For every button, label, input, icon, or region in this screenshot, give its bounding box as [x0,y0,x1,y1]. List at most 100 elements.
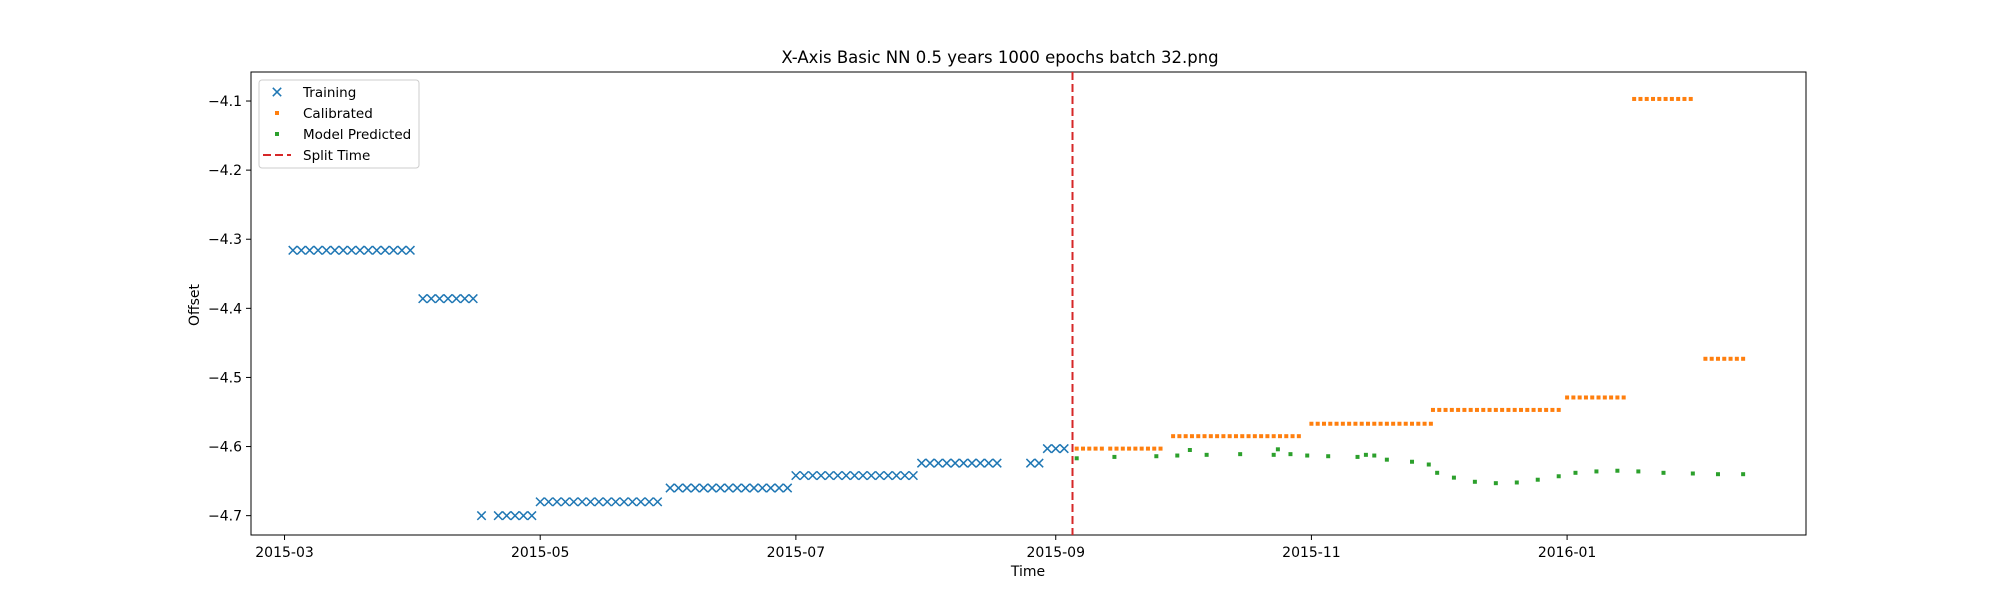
training-point [426,293,436,304]
x-marker-stroke [313,245,323,256]
calibrated-point [1531,407,1536,412]
calibrated-point [1158,446,1163,451]
calibrated-point [1410,421,1415,426]
x-marker-stroke [824,470,835,481]
calibrated-point [1321,421,1326,426]
y-axis-label: Offset [187,283,203,326]
calibrated-point [1621,395,1626,400]
x-marker-stroke [749,483,759,493]
training-point [975,458,986,468]
calibrated-point [1416,421,1421,426]
calibrated-point [1397,421,1402,426]
calibrated-point [1120,446,1125,451]
x-marker-stroke [330,245,340,256]
x-marker-stroke [682,483,692,493]
calibrated-point [1328,421,1333,426]
calibrated-point [1437,407,1442,412]
training-point [330,245,340,256]
calibrated-point [1277,434,1282,439]
training-point [602,497,612,507]
training-point [992,458,1002,468]
training-point [313,245,323,256]
predicted-point [1636,469,1641,474]
predicted-point [1451,475,1456,480]
calibrated-point [1074,446,1079,451]
calibrated-point [1208,434,1213,439]
x-marker-stroke [636,497,646,507]
calibrated-point [1353,421,1358,426]
calibrated-point [1474,407,1479,412]
predicted-point [1175,453,1180,458]
x-marker-stroke [535,497,545,507]
x-marker-stroke [388,245,399,256]
x-marker-stroke [527,510,537,521]
calibrated-point [1233,434,1238,439]
calibrated-point [1487,407,1492,412]
x-marker-stroke [891,470,902,481]
calibrated-point [1290,434,1295,439]
training-point [321,245,332,256]
calibrated-point [1556,407,1561,412]
predicted-point [1556,474,1561,479]
calibrated-point [1430,407,1435,412]
predicted-point [1363,452,1368,457]
legend-box [258,79,420,169]
x-marker-stroke [372,245,382,256]
x-marker-stroke [1034,458,1044,468]
calibrated-point [1506,407,1511,412]
x-marker-stroke [766,483,776,493]
training-point [883,470,893,481]
training-point [874,470,885,481]
calibrated-point [1550,407,1555,412]
series-model-predicted [1074,447,1746,486]
calibrated-point [1615,395,1620,400]
x-tick-label: 2015-05 [511,545,570,561]
calibrated-point [1265,434,1270,439]
x-marker-stroke [363,245,374,256]
calibrated-point [1462,407,1467,412]
training-point [908,470,918,481]
x-marker-stroke [380,245,390,256]
y-tick-label: −4.5 [208,370,242,386]
x-marker-stroke [958,458,969,468]
x-marker-stroke [849,470,860,481]
calibrated-point [1378,421,1383,426]
training-point [690,483,701,493]
calibrated-point [1657,96,1662,101]
calibrated-point [1590,395,1595,400]
y-tick-label: −4.1 [208,94,242,110]
training-point [451,293,462,304]
predicted-point [1238,452,1243,457]
calibrated-point [1651,96,1656,101]
training-point [942,458,952,468]
calibrated-point [1663,96,1668,101]
predicted-point [1326,454,1331,459]
calibrated-point [1384,421,1389,426]
x-marker-stroke [338,245,348,256]
legend-label: Calibrated [303,106,373,122]
calibrated-point [1080,446,1085,451]
calibrated-point [1703,356,1708,361]
x-marker-stroke [543,497,554,507]
calibrated-point [1493,407,1498,412]
x-marker-stroke [585,497,596,507]
series-training [288,245,1069,521]
training-point [577,497,587,507]
calibrated-point [1108,446,1113,451]
calibrated-point [1227,434,1232,439]
calibrated-point [1577,395,1582,400]
predicted-point [1355,454,1360,459]
calibrated-point [1315,421,1320,426]
calibrated-point [1428,421,1433,426]
calibrated-point [1334,421,1339,426]
calibrated-point [1609,395,1614,400]
training-point [866,470,877,481]
training-point [560,497,571,507]
x-marker-stroke [724,483,734,493]
training-point [388,245,399,256]
calibrated-point [1246,434,1251,439]
y-axis: −4.7 −4.6 −4.5 −4.4 −4.3 −4.2 −4.1 [208,94,251,525]
calibrated-point [1221,434,1226,439]
training-point [569,497,579,507]
predicted-point [1112,454,1117,459]
